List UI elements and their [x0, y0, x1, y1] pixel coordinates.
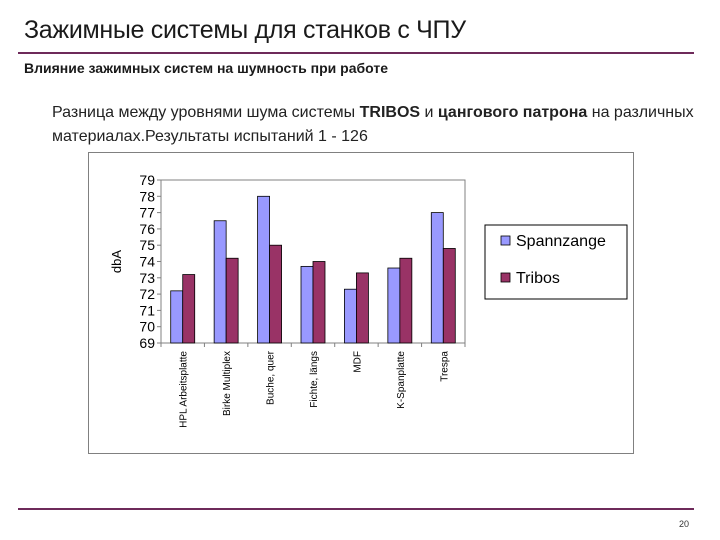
y-axis-label: dbA: [109, 250, 124, 273]
bar-tribos-7: [442, 248, 456, 344]
y-tick-label: 79: [139, 172, 155, 188]
y-tick-label: 72: [139, 286, 155, 302]
description-text-3: на различных материалах.Результаты испыт…: [52, 104, 694, 145]
x-category-label: MDF: [352, 351, 363, 373]
bar-tribos-3: [269, 244, 282, 344]
x-category-label: Trespa: [439, 351, 450, 382]
slide-description: Разница между уровнями шума системы TRIB…: [52, 101, 702, 149]
slide-title: Зажимные системы для станков с ЧПУ: [24, 16, 466, 44]
bar-tribos-5: [356, 272, 369, 344]
legend-label-tribos: Tribos: [516, 270, 560, 287]
bar-tribos-4: [312, 261, 326, 344]
description-text-2: и: [420, 104, 438, 121]
y-tick-label: 77: [139, 205, 155, 221]
y-tick-label: 71: [139, 302, 155, 318]
x-category-label: HPL Arbeitsplatte: [179, 351, 190, 428]
bar-spannzange-6: [387, 267, 401, 344]
bar-spannzange-7: [430, 212, 444, 344]
legend-label-spannzange: Spannzange: [516, 233, 606, 250]
x-category-label: Birke Multiplex: [222, 351, 233, 416]
page-number: 20: [679, 519, 690, 529]
y-tick-label: 70: [139, 319, 155, 335]
x-category-label: K-Spanplatte: [396, 351, 407, 409]
footer-divider: [18, 508, 694, 510]
bar-spannzange-2: [213, 220, 227, 344]
bar-spannzange-5: [344, 288, 357, 344]
y-tick-label: 78: [139, 188, 155, 204]
slide-subtitle: Влияние зажимных систем на шумность при …: [24, 60, 388, 76]
bar-tribos-6: [399, 257, 413, 344]
bar-spannzange-1: [170, 290, 184, 344]
description-text-1: Разница между уровнями шума системы: [52, 104, 360, 121]
y-tick-label: 74: [139, 254, 155, 270]
y-tick-label: 69: [139, 335, 155, 351]
legend-swatch-tribos: [500, 272, 511, 283]
y-tick-label: 73: [139, 270, 155, 286]
bar-spannzange-3: [257, 195, 270, 344]
bar-tribos-1: [182, 274, 196, 344]
x-category-label: Fichte, längs: [309, 351, 320, 408]
bar-spannzange-4: [300, 265, 314, 344]
bar-tribos-2: [225, 257, 239, 344]
y-tick-label: 75: [139, 237, 155, 253]
title-divider: [18, 52, 694, 54]
description-collet-chuck: цангового патрона: [437, 104, 588, 121]
description-tribos: TRIBOS: [359, 104, 421, 121]
chart-frame: 69 70 71 72 73 74 75 76 77 78 79 dbA HPL Arbeitsplat…: [88, 152, 634, 454]
legend-swatch-spannzange: [500, 235, 511, 246]
x-category-label: Buche, quer: [266, 350, 277, 405]
y-tick-label: 76: [139, 221, 155, 237]
